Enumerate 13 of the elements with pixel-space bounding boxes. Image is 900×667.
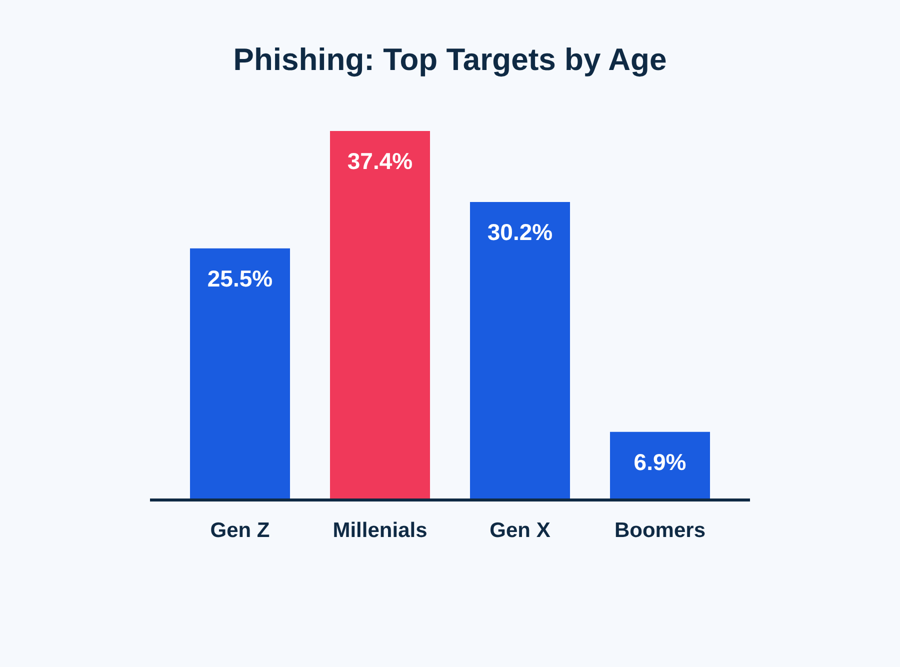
data-label: 25.5% (207, 265, 273, 292)
x-tick-label: Boomers (614, 518, 706, 542)
bar (190, 248, 290, 500)
data-label: 6.9% (634, 448, 686, 475)
chart-title: Phishing: Top Targets by Age (232, 42, 668, 78)
data-label: 37.4% (347, 148, 413, 174)
bar (610, 432, 710, 500)
bar (330, 131, 430, 500)
data-label: 30.2% (487, 219, 553, 246)
x-tick-label: Millenials (332, 518, 428, 542)
bar (470, 202, 570, 500)
x-tick-label: Gen X (490, 518, 550, 542)
x-tick-label: Gen Z (210, 518, 270, 542)
